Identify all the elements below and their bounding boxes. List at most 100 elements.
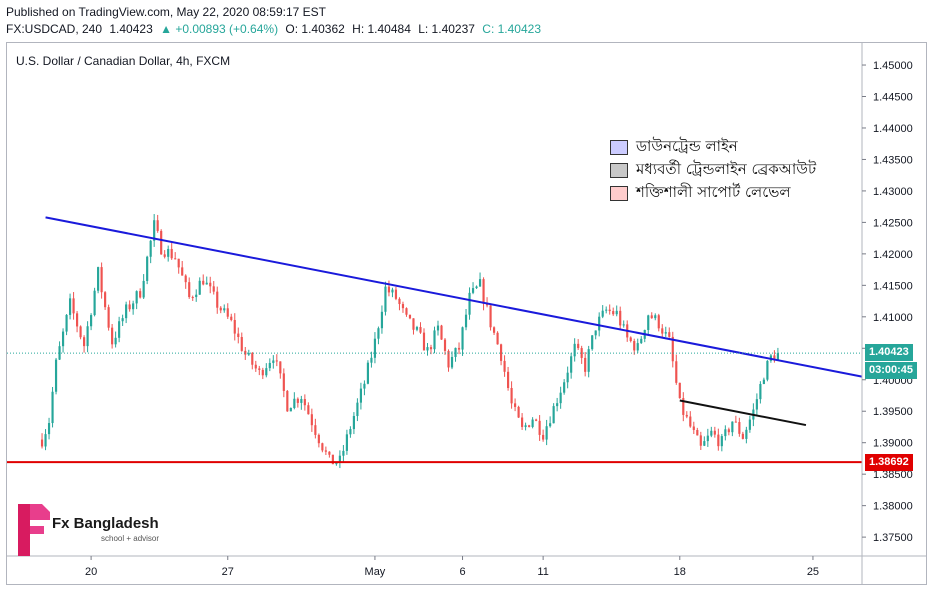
candle-body xyxy=(619,310,622,326)
candle-body xyxy=(773,355,776,361)
candle-body xyxy=(422,332,426,351)
candle-body xyxy=(499,344,503,361)
candle-body xyxy=(506,371,510,388)
candle-body xyxy=(139,291,142,298)
candle-body xyxy=(261,369,264,376)
candle-body xyxy=(489,305,492,328)
candle-body xyxy=(454,347,457,357)
candle-body xyxy=(114,337,117,345)
candle-body xyxy=(191,297,194,299)
candle-body xyxy=(307,405,310,415)
candle-body xyxy=(710,430,713,436)
chart-title: U.S. Dollar / Canadian Dollar, 4h, FXCM xyxy=(16,54,231,68)
candle-body xyxy=(734,421,737,423)
candle-body xyxy=(671,336,674,362)
candle-body xyxy=(174,258,177,260)
candle-body xyxy=(570,356,573,373)
price-tick-label: 1.42000 xyxy=(873,249,913,261)
candle-body xyxy=(209,282,212,287)
time-tick-label: 11 xyxy=(537,566,548,578)
candle-body xyxy=(657,315,660,329)
candle-body xyxy=(713,430,716,435)
candle-body xyxy=(468,292,471,315)
candle-body xyxy=(310,414,313,426)
candle-body xyxy=(457,347,461,350)
candle-body xyxy=(303,399,306,406)
candle-body xyxy=(584,357,587,372)
candle-body xyxy=(577,343,580,349)
candle-body xyxy=(65,314,68,332)
candle-body xyxy=(591,335,594,350)
candle-body xyxy=(97,267,100,291)
time-tick-label: 18 xyxy=(674,566,686,578)
candle-body xyxy=(314,425,317,435)
candle-body xyxy=(517,406,520,418)
close-value: C: 1.40423 xyxy=(482,22,541,36)
change-value: ▲ +0.00893 (+0.64%) xyxy=(160,22,279,36)
candle-body xyxy=(482,279,485,304)
candle-body xyxy=(223,308,226,311)
candle-body xyxy=(405,308,408,315)
candle-body xyxy=(647,315,650,330)
price-tick-label: 1.39500 xyxy=(873,406,913,418)
legend-swatch-gray xyxy=(610,163,628,178)
candle-body xyxy=(317,434,320,444)
candle-body xyxy=(384,286,387,312)
candle-body xyxy=(429,347,433,350)
candle-body xyxy=(401,304,405,309)
candle-body xyxy=(563,382,566,393)
time-tick-label: 25 xyxy=(807,566,819,578)
candle-body xyxy=(675,361,678,383)
candle-body xyxy=(485,303,489,306)
candle-body xyxy=(244,350,247,355)
candle-body xyxy=(703,441,706,446)
candle-body xyxy=(440,325,443,340)
candle-body xyxy=(447,350,450,368)
candle-body xyxy=(535,419,538,421)
time-tick-label: 20 xyxy=(85,566,97,578)
drawn-lines xyxy=(7,216,863,464)
candle-body xyxy=(86,326,89,347)
candle-body xyxy=(230,316,233,320)
candle-body xyxy=(629,337,632,342)
candle-body xyxy=(293,398,296,408)
candle-body xyxy=(538,420,541,435)
candle-body xyxy=(433,330,436,350)
chart-frame xyxy=(6,42,927,585)
candle-body xyxy=(188,282,191,298)
candle-body xyxy=(521,417,524,427)
logo-name: Fx Bangladesh xyxy=(52,515,159,532)
price-tick-label: 1.37500 xyxy=(873,532,913,544)
price-tick-label: 1.44000 xyxy=(873,123,913,135)
candle-body xyxy=(198,280,201,295)
candle-body xyxy=(370,357,373,363)
candle-body xyxy=(90,315,93,327)
candle-body xyxy=(717,434,720,447)
candle-series xyxy=(40,214,779,469)
candle-body xyxy=(44,434,47,447)
symbol-label: FX:USDCAD, 240 xyxy=(6,22,103,36)
candle-body xyxy=(464,314,468,328)
candle-body xyxy=(436,325,440,331)
candle-body xyxy=(356,402,359,417)
candle-body xyxy=(111,327,114,345)
price-axis: 1.45000 1.44500 1.44000 1.43500 1.43000 1.425… xyxy=(861,43,913,585)
price-tick-label: 1.41500 xyxy=(873,280,913,292)
candle-body xyxy=(545,426,548,440)
candle-body xyxy=(398,298,401,305)
candle-body xyxy=(275,360,278,362)
candle-body xyxy=(121,318,124,322)
candle-body xyxy=(475,286,478,289)
candle-body xyxy=(394,289,398,299)
candle-body xyxy=(54,359,58,392)
candle-body xyxy=(83,337,86,347)
time-tick-label: 27 xyxy=(222,566,234,578)
candle-body xyxy=(289,407,292,412)
candle-body xyxy=(212,286,215,292)
logo-tagline: school + advisor xyxy=(101,534,160,543)
candle-body xyxy=(107,307,110,328)
candle-body xyxy=(612,311,615,315)
candle-body xyxy=(233,319,236,334)
candle-body xyxy=(286,390,289,412)
